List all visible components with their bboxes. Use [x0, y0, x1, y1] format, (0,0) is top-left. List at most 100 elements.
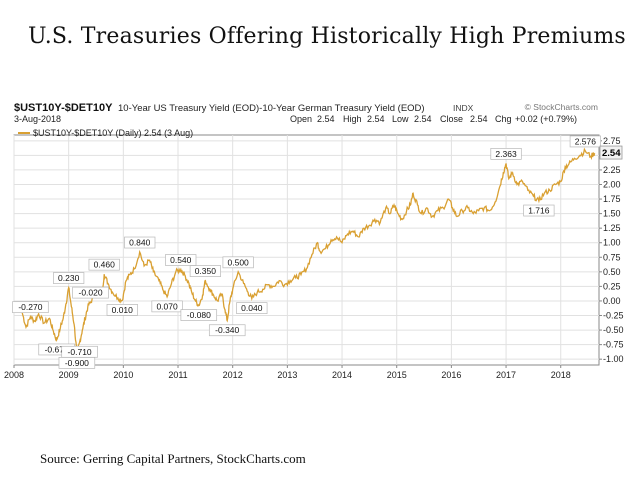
annotation-label: -0.900 — [65, 358, 89, 368]
annotation-box — [12, 301, 49, 314]
ohlc-readout: Open 2.54 High 2.54 Low 2.54 Close 2.54 … — [290, 114, 577, 124]
y-tick-label: 0.75 — [603, 252, 621, 262]
annotation-label: 0.230 — [58, 273, 80, 283]
annotation-label: -0.340 — [215, 325, 239, 335]
chart-description: 10-Year US Treasury Yield (EOD)-10-Year … — [118, 103, 425, 114]
x-tick-label: 2013 — [277, 370, 297, 380]
data-annotation: -0.710 — [61, 345, 98, 358]
ohlc-chg-label: Chg — [495, 114, 512, 124]
y-tick-label: -1.00 — [603, 354, 624, 364]
annotation-label: -0.080 — [187, 310, 211, 320]
data-annotation: 0.010 — [106, 304, 138, 316]
annotation-label: -0.020 — [78, 288, 102, 298]
y-tick-label: 1.50 — [603, 209, 621, 219]
annotation-box — [208, 324, 246, 337]
last-value-label: 2.54 — [602, 148, 621, 159]
x-tick-label: 2012 — [223, 370, 243, 380]
ohlc-close-label: Close — [440, 114, 463, 124]
y-tick-label: -0.50 — [603, 325, 624, 335]
stockcharts-watermark: © StockCharts.com — [525, 102, 598, 112]
ohlc-open: 2.54 — [317, 114, 335, 124]
data-annotation: 0.350 — [189, 265, 221, 277]
last-value-box — [599, 145, 623, 160]
x-tick-label: 2016 — [441, 370, 461, 380]
x-tick-label: 2011 — [168, 370, 187, 380]
annotation-box — [165, 254, 197, 266]
data-annotation: 0.070 — [151, 300, 183, 313]
chart-symbol: $UST10Y-$DET10Y — [14, 102, 113, 114]
annotation-box — [523, 204, 555, 217]
ohlc-chg: +0.02 (+0.79%) — [515, 114, 577, 124]
annotation-box — [106, 304, 138, 316]
annotation-box — [151, 300, 183, 313]
y-tick-label: 1.75 — [603, 194, 621, 204]
data-annotation: -0.900 — [58, 357, 96, 369]
source-note: Source: Gerring Capital Partners, StockC… — [40, 451, 306, 466]
legend: $UST10Y-$DET10Y (Daily) 2.54 (3 Aug) — [18, 128, 193, 138]
annotation-label: -0.670 — [45, 344, 69, 354]
y-tick-label: 1.00 — [603, 238, 621, 248]
y-axis-ticks: 2.752.502.252.001.751.501.251.000.750.50… — [599, 136, 624, 364]
chart-exchange: INDX — [453, 103, 474, 113]
annotation-label: 0.040 — [241, 303, 263, 313]
annotation-box — [189, 265, 221, 277]
data-annotation: 0.540 — [165, 254, 197, 266]
grid — [13, 135, 599, 365]
annotation-label: 0.840 — [129, 238, 151, 248]
data-annotation: 0.460 — [88, 258, 120, 271]
annotation-box — [180, 309, 218, 321]
data-annotation: 0.040 — [236, 302, 268, 314]
annotation-box — [222, 256, 254, 269]
x-tick-label: 2018 — [551, 370, 571, 380]
data-annotation: 2.363 — [490, 148, 522, 160]
data-annotation: 0.230 — [53, 272, 85, 284]
y-tick-label: 2.75 — [603, 136, 621, 146]
annotation-box — [61, 345, 98, 358]
annotation-label: 2.576 — [575, 136, 597, 146]
y-tick-label: 0.50 — [603, 267, 621, 277]
y-tick-label: 0.25 — [603, 281, 621, 291]
ohlc-low: 2.54 — [414, 114, 432, 124]
annotation-label: 0.460 — [94, 260, 116, 270]
x-tick-label: 2014 — [332, 370, 352, 380]
chart-date: 3-Aug-2018 — [14, 114, 61, 124]
legend-label: $UST10Y-$DET10Y (Daily) 2.54 (3 Aug) — [33, 128, 193, 138]
x-tick-label: 2010 — [113, 370, 133, 380]
y-tick-label: -0.75 — [603, 340, 624, 350]
data-annotation: -0.340 — [208, 324, 246, 337]
data-annotations: -0.270 -0.670 0.230 -0.900-0.710 -0.020 0.460… — [12, 135, 601, 369]
y-tick-label: 2.00 — [603, 179, 621, 189]
annotation-box — [88, 258, 120, 271]
last-value-badge: 2.54 — [599, 145, 623, 160]
x-tick-label: 2017 — [496, 370, 516, 380]
y-tick-label: 1.25 — [603, 223, 621, 233]
y-tick-label: -0.25 — [603, 311, 624, 321]
y-tick-label: 0.00 — [603, 296, 621, 306]
x-tick-label: 2008 — [4, 370, 24, 380]
annotation-label: 0.010 — [112, 305, 134, 315]
x-tick-label: 2015 — [387, 370, 407, 380]
annotation-label: 0.540 — [170, 255, 192, 265]
annotation-label: -0.710 — [68, 347, 92, 357]
annotation-box — [569, 135, 601, 148]
data-annotation: -0.080 — [180, 309, 218, 321]
data-annotation: -0.020 — [72, 286, 109, 299]
annotation-label: 0.070 — [156, 301, 178, 311]
page-title: U.S. Treasuries Offering Historically Hi… — [28, 24, 626, 49]
ohlc-high-label: High — [343, 114, 362, 124]
ohlc-low-label: Low — [392, 114, 409, 124]
plot-area — [13, 134, 600, 366]
data-annotation: 2.576 — [569, 135, 601, 148]
data-annotation: 0.840 — [124, 236, 156, 249]
y-tick-label: 2.25 — [603, 165, 621, 175]
x-axis-ticks: 2008 2009 2010 2011 2012 2013 2014 2015 2016 2017… — [4, 365, 571, 380]
ohlc-open-label: Open — [290, 114, 312, 124]
data-annotation: -0.270 — [12, 301, 49, 314]
annotation-label: -0.270 — [18, 302, 42, 312]
data-annotation: 1.716 — [523, 204, 555, 217]
annotation-label: 2.363 — [495, 149, 517, 159]
annotation-box — [72, 286, 109, 299]
x-tick-label: 2009 — [59, 370, 79, 380]
ohlc-high: 2.54 — [367, 114, 385, 124]
annotation-label: 0.500 — [228, 257, 250, 267]
